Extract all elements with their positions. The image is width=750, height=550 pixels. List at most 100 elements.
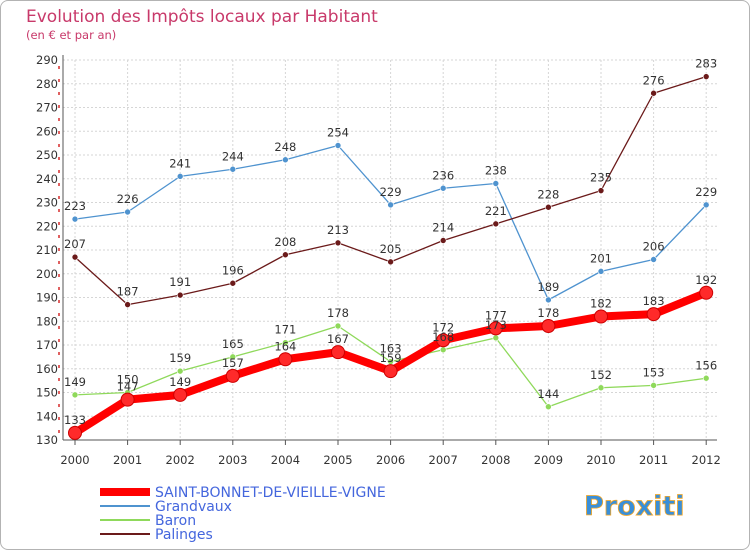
data-label: 229 <box>380 185 402 199</box>
x-tick-label: 2012 <box>692 453 721 467</box>
data-label: 221 <box>485 204 507 218</box>
y-tick-label: 290 <box>36 53 58 67</box>
y-tick-label: 250 <box>36 148 58 162</box>
data-label: 159 <box>169 351 191 365</box>
data-point <box>334 142 342 149</box>
x-tick-label: 2007 <box>429 453 458 467</box>
data-point <box>545 296 552 304</box>
data-point <box>545 403 552 411</box>
y-tick-label: 220 <box>36 219 58 233</box>
data-label: 133 <box>64 413 86 427</box>
data-label: 144 <box>537 387 559 401</box>
data-point <box>439 346 447 354</box>
data-point <box>124 301 131 308</box>
data-label: 153 <box>643 365 665 379</box>
data-point <box>71 391 79 399</box>
y-tick-label: 170 <box>36 338 58 352</box>
x-tick-label: 2009 <box>534 453 563 467</box>
data-point <box>229 279 237 287</box>
data-point <box>702 73 710 80</box>
data-label: 196 <box>222 263 244 277</box>
data-label: 178 <box>327 306 349 320</box>
data-label: 187 <box>117 285 139 299</box>
data-point <box>650 382 657 389</box>
y-tick-label: 200 <box>36 267 58 281</box>
data-label: 157 <box>222 356 244 370</box>
x-tick-label: 2004 <box>271 453 300 467</box>
data-label: 164 <box>274 339 296 353</box>
x-tick-label: 2011 <box>639 453 668 467</box>
data-point <box>492 334 500 342</box>
proxiti-logo: Proxiti <box>584 491 685 523</box>
data-point <box>650 256 657 263</box>
data-label: 172 <box>432 320 454 334</box>
data-point <box>492 180 500 187</box>
data-point <box>229 353 237 361</box>
legend: SAINT-BONNET-DE-VIEILLE-VIGNEGrandvauxBa… <box>100 485 386 543</box>
data-label: 156 <box>695 358 717 372</box>
data-label: 254 <box>327 126 349 140</box>
data-label: 149 <box>169 375 191 389</box>
data-label: 229 <box>695 185 717 199</box>
data-label: 149 <box>64 375 86 389</box>
data-label: 183 <box>643 294 665 308</box>
data-point <box>71 253 79 261</box>
data-point <box>282 251 289 259</box>
data-point <box>702 201 710 209</box>
data-label: 213 <box>327 223 349 237</box>
data-label: 205 <box>380 242 402 256</box>
data-label: 189 <box>537 280 559 294</box>
x-tick-label: 2005 <box>323 453 352 467</box>
data-label: 208 <box>274 235 296 249</box>
y-tick-label: 280 <box>36 77 58 91</box>
data-point <box>702 374 710 382</box>
data-point <box>699 285 714 300</box>
data-label: 173 <box>485 318 507 332</box>
data-label: 228 <box>537 187 559 201</box>
legend-label: Grandvaux <box>155 499 232 515</box>
data-label: 206 <box>643 240 665 254</box>
data-point <box>278 352 293 367</box>
y-tick-label: 130 <box>36 433 58 447</box>
data-label: 192 <box>695 273 717 287</box>
data-point <box>492 220 500 228</box>
chart-subtitle: (en € et par an) <box>26 28 116 42</box>
y-tick-label: 160 <box>36 362 58 376</box>
data-point <box>331 345 345 360</box>
legend-label: Baron <box>155 513 196 529</box>
data-point <box>387 258 394 266</box>
logo-text: Proxiti <box>584 491 685 522</box>
data-label: 182 <box>590 297 612 311</box>
data-label: 207 <box>64 237 86 251</box>
axis-layer: 130 140 150 160 170 180 190 200 210 220 230 240 250 2… <box>36 53 721 467</box>
data-point <box>71 215 79 223</box>
data-label: 214 <box>432 221 454 235</box>
data-label: 226 <box>117 192 139 206</box>
y-tick-label: 180 <box>36 314 58 328</box>
data-label: 223 <box>64 199 86 213</box>
x-tick-label: 2002 <box>166 453 195 467</box>
legend-label: SAINT-BONNET-DE-VIEILLE-VIGNE <box>155 485 386 501</box>
y-tick-label: 190 <box>36 291 58 305</box>
data-label: 150 <box>117 373 139 387</box>
data-point <box>436 333 451 348</box>
data-point <box>124 208 131 216</box>
data-point <box>334 322 342 330</box>
data-point <box>282 339 289 346</box>
data-label: 236 <box>432 168 454 182</box>
y-tick-label: 230 <box>36 196 58 210</box>
data-point <box>225 368 240 383</box>
y-tick-label: 240 <box>36 172 58 186</box>
data-label: 168 <box>432 330 454 344</box>
data-point <box>383 364 398 379</box>
data-point <box>650 89 657 97</box>
chart-title: Evolution des Impôts locaux par Habitant <box>26 7 378 27</box>
x-tick-label: 2010 <box>586 453 615 467</box>
data-label: 163 <box>380 342 402 356</box>
data-point <box>439 184 447 192</box>
data-label: 248 <box>274 140 296 154</box>
data-point <box>439 237 447 244</box>
data-point <box>282 156 289 164</box>
